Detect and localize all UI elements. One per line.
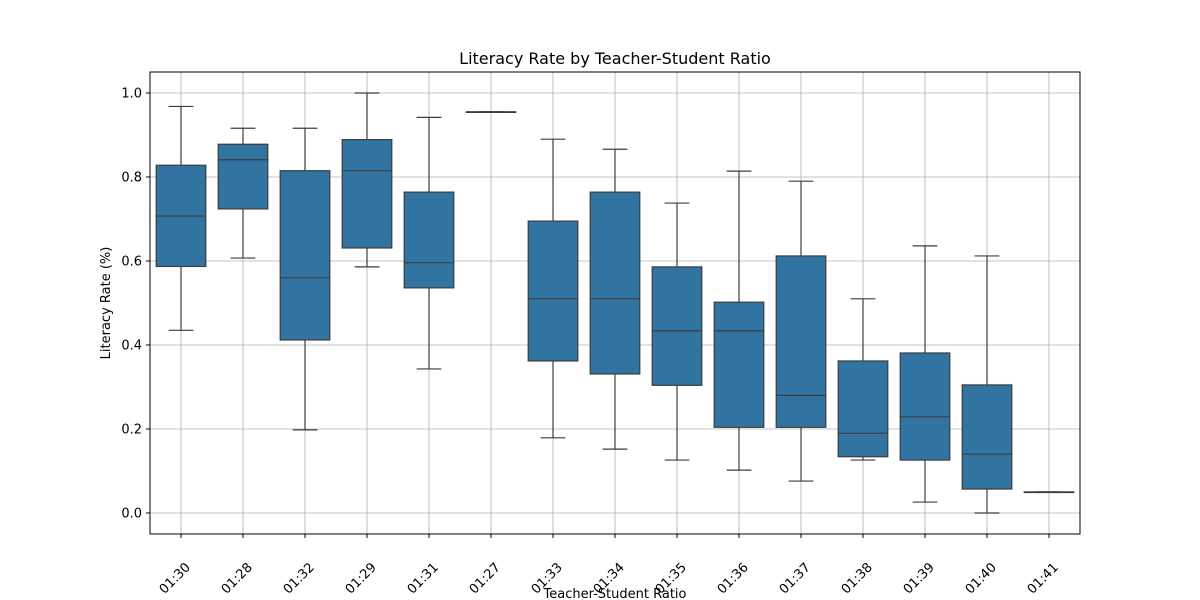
x-axis-label: Teacher-Student Ratio — [543, 587, 687, 600]
iqr-box — [713, 301, 765, 428]
y-tick-label: 0.8 — [121, 171, 142, 186]
iqr-box — [899, 352, 951, 461]
y-axis-label: Literacy Rate (%) — [99, 247, 114, 360]
y-tick-label: 0.2 — [121, 423, 142, 438]
y-tick-label: 0.4 — [121, 339, 142, 354]
chart-title: Literacy Rate by Teacher-Student Ratio — [459, 49, 771, 68]
box-group — [589, 148, 641, 450]
iqr-box — [527, 220, 579, 362]
box-group — [837, 298, 889, 461]
box-group — [341, 92, 393, 268]
box-group — [155, 105, 207, 331]
box-group — [775, 180, 827, 482]
box-group — [1023, 491, 1075, 494]
iqr-box — [589, 191, 641, 375]
iqr-box — [217, 143, 269, 210]
iqr-box — [651, 266, 703, 386]
iqr-box — [837, 360, 889, 458]
y-tick-label: 0.0 — [121, 507, 142, 522]
box-group — [651, 202, 703, 461]
y-tick-label: 0.6 — [121, 255, 142, 270]
box-group — [899, 245, 951, 503]
boxes — [155, 92, 1075, 514]
iqr-box — [341, 139, 393, 249]
box-group — [279, 127, 331, 431]
y-tick-label: 1.0 — [121, 87, 142, 102]
box-group — [527, 138, 579, 439]
iqr-box — [403, 191, 455, 289]
box-group — [465, 111, 517, 114]
iqr-box — [279, 170, 331, 341]
box-group — [961, 255, 1013, 514]
box-group — [403, 116, 455, 370]
box-group — [713, 170, 765, 471]
iqr-box — [961, 384, 1013, 490]
iqr-box — [775, 255, 827, 428]
box-group — [217, 127, 269, 259]
